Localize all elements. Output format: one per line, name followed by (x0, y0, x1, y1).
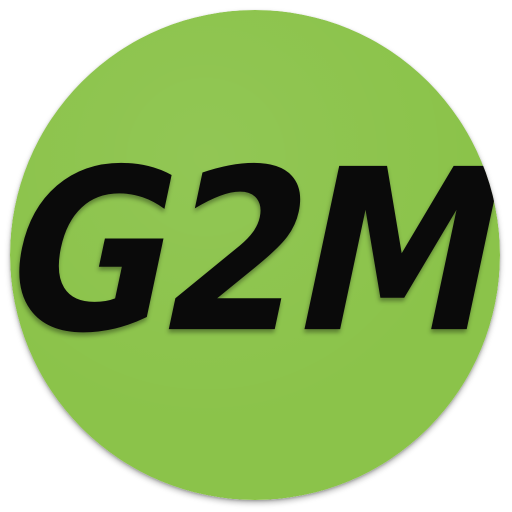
icon-label-wrap: G2M (10, 10, 500, 500)
icon-background-circle (10, 10, 500, 500)
app-icon[interactable]: G2M (10, 10, 500, 500)
icon-label: G2M (10, 121, 500, 383)
